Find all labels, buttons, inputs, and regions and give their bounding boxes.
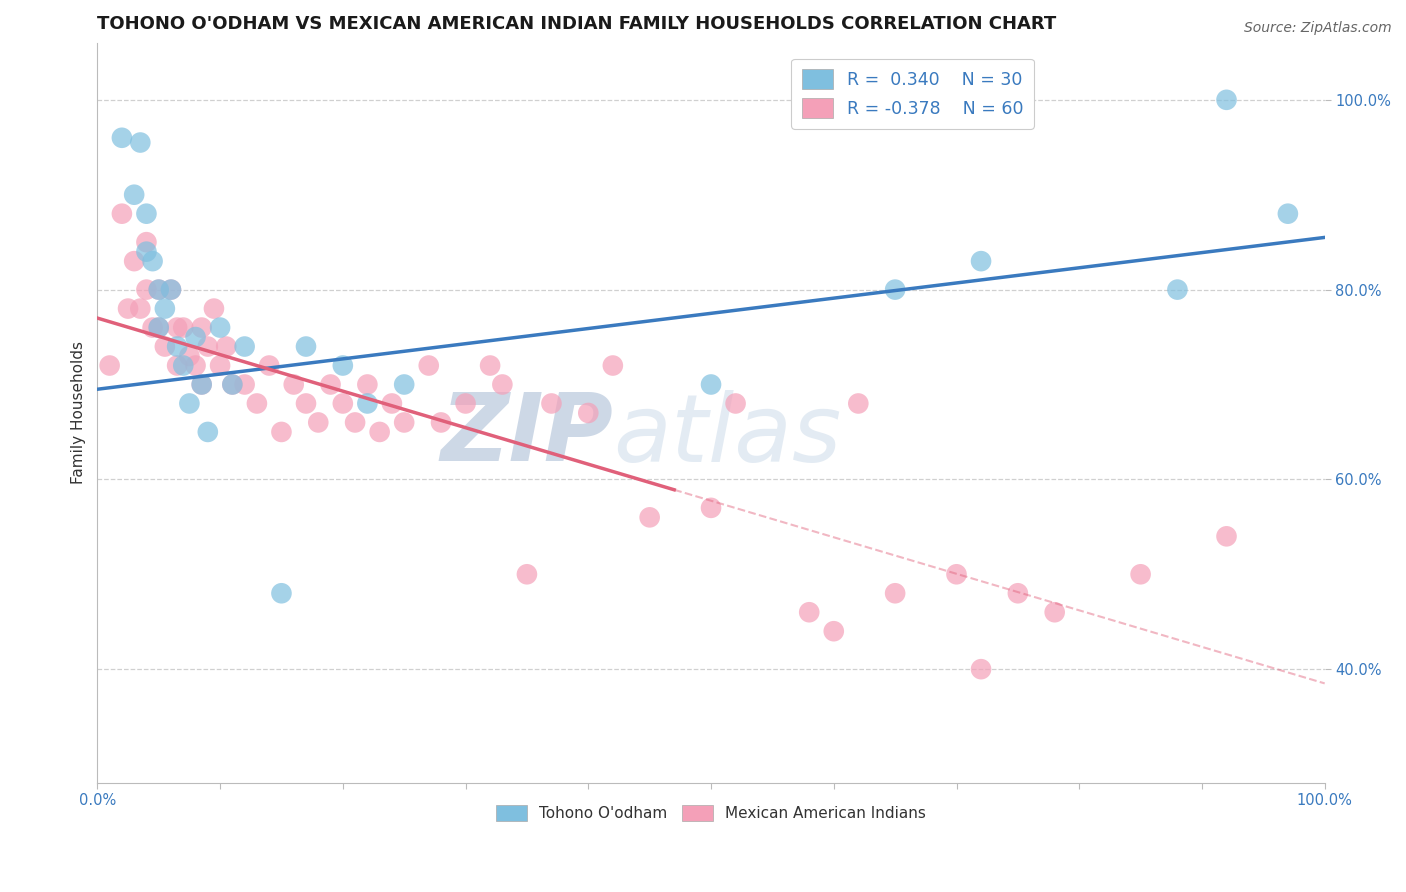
Point [392, 377, 415, 392]
Point [491, 377, 513, 392]
Point [1166, 283, 1188, 297]
Point [215, 339, 238, 353]
Point [148, 320, 170, 334]
Point [111, 130, 134, 145]
Point [179, 349, 201, 363]
Point [307, 416, 329, 430]
Point [454, 396, 477, 410]
Point [122, 254, 145, 268]
Point [179, 396, 201, 410]
Point [221, 377, 243, 392]
Point [368, 425, 391, 439]
Point [117, 301, 139, 316]
Point [160, 283, 183, 297]
Legend: Tohono O'odham, Mexican American Indians: Tohono O'odham, Mexican American Indians [489, 799, 932, 827]
Point [846, 396, 869, 410]
Point [129, 136, 152, 150]
Point [197, 425, 219, 439]
Point [540, 396, 562, 410]
Point [122, 187, 145, 202]
Point [142, 254, 165, 268]
Point [295, 339, 318, 353]
Point [970, 662, 993, 676]
Point [430, 416, 453, 430]
Point [202, 301, 225, 316]
Text: atlas: atlas [613, 390, 841, 481]
Point [945, 567, 967, 582]
Point [233, 339, 256, 353]
Text: ZIP: ZIP [440, 389, 613, 481]
Point [381, 396, 404, 410]
Point [970, 254, 993, 268]
Point [1129, 567, 1152, 582]
Point [135, 283, 157, 297]
Point [197, 339, 219, 353]
Point [270, 586, 292, 600]
Point [700, 500, 723, 515]
Point [319, 377, 342, 392]
Point [184, 359, 207, 373]
Point [209, 320, 232, 334]
Point [516, 567, 538, 582]
Point [148, 283, 170, 297]
Point [823, 624, 845, 639]
Point [184, 330, 207, 344]
Point [356, 396, 378, 410]
Point [190, 377, 212, 392]
Point [884, 586, 907, 600]
Point [135, 235, 157, 249]
Point [1277, 207, 1299, 221]
Point [479, 359, 502, 373]
Point [221, 377, 243, 392]
Point [190, 377, 212, 392]
Point [148, 320, 170, 334]
Y-axis label: Family Households: Family Households [72, 342, 86, 484]
Point [160, 283, 183, 297]
Point [270, 425, 292, 439]
Point [332, 359, 354, 373]
Text: TOHONO O'ODHAM VS MEXICAN AMERICAN INDIAN FAMILY HOUSEHOLDS CORRELATION CHART: TOHONO O'ODHAM VS MEXICAN AMERICAN INDIA… [97, 15, 1056, 33]
Point [602, 359, 624, 373]
Point [1007, 586, 1029, 600]
Point [166, 359, 188, 373]
Point [148, 283, 170, 297]
Point [799, 605, 821, 619]
Point [166, 320, 188, 334]
Point [392, 416, 415, 430]
Point [724, 396, 747, 410]
Point [1215, 529, 1237, 543]
Point [332, 396, 354, 410]
Point [233, 377, 256, 392]
Point [356, 377, 378, 392]
Text: Source: ZipAtlas.com: Source: ZipAtlas.com [1244, 21, 1392, 35]
Point [1215, 93, 1237, 107]
Point [418, 359, 440, 373]
Point [153, 339, 176, 353]
Point [638, 510, 661, 524]
Point [153, 301, 176, 316]
Point [344, 416, 367, 430]
Point [172, 359, 194, 373]
Point [190, 320, 212, 334]
Point [700, 377, 723, 392]
Point [135, 244, 157, 259]
Point [246, 396, 269, 410]
Point [209, 359, 232, 373]
Point [1043, 605, 1066, 619]
Point [295, 396, 318, 410]
Point [142, 320, 165, 334]
Point [129, 301, 152, 316]
Point [98, 359, 121, 373]
Point [884, 283, 907, 297]
Point [135, 207, 157, 221]
Point [257, 359, 280, 373]
Point [172, 320, 194, 334]
Point [576, 406, 599, 420]
Point [111, 207, 134, 221]
Point [166, 339, 188, 353]
Point [283, 377, 305, 392]
